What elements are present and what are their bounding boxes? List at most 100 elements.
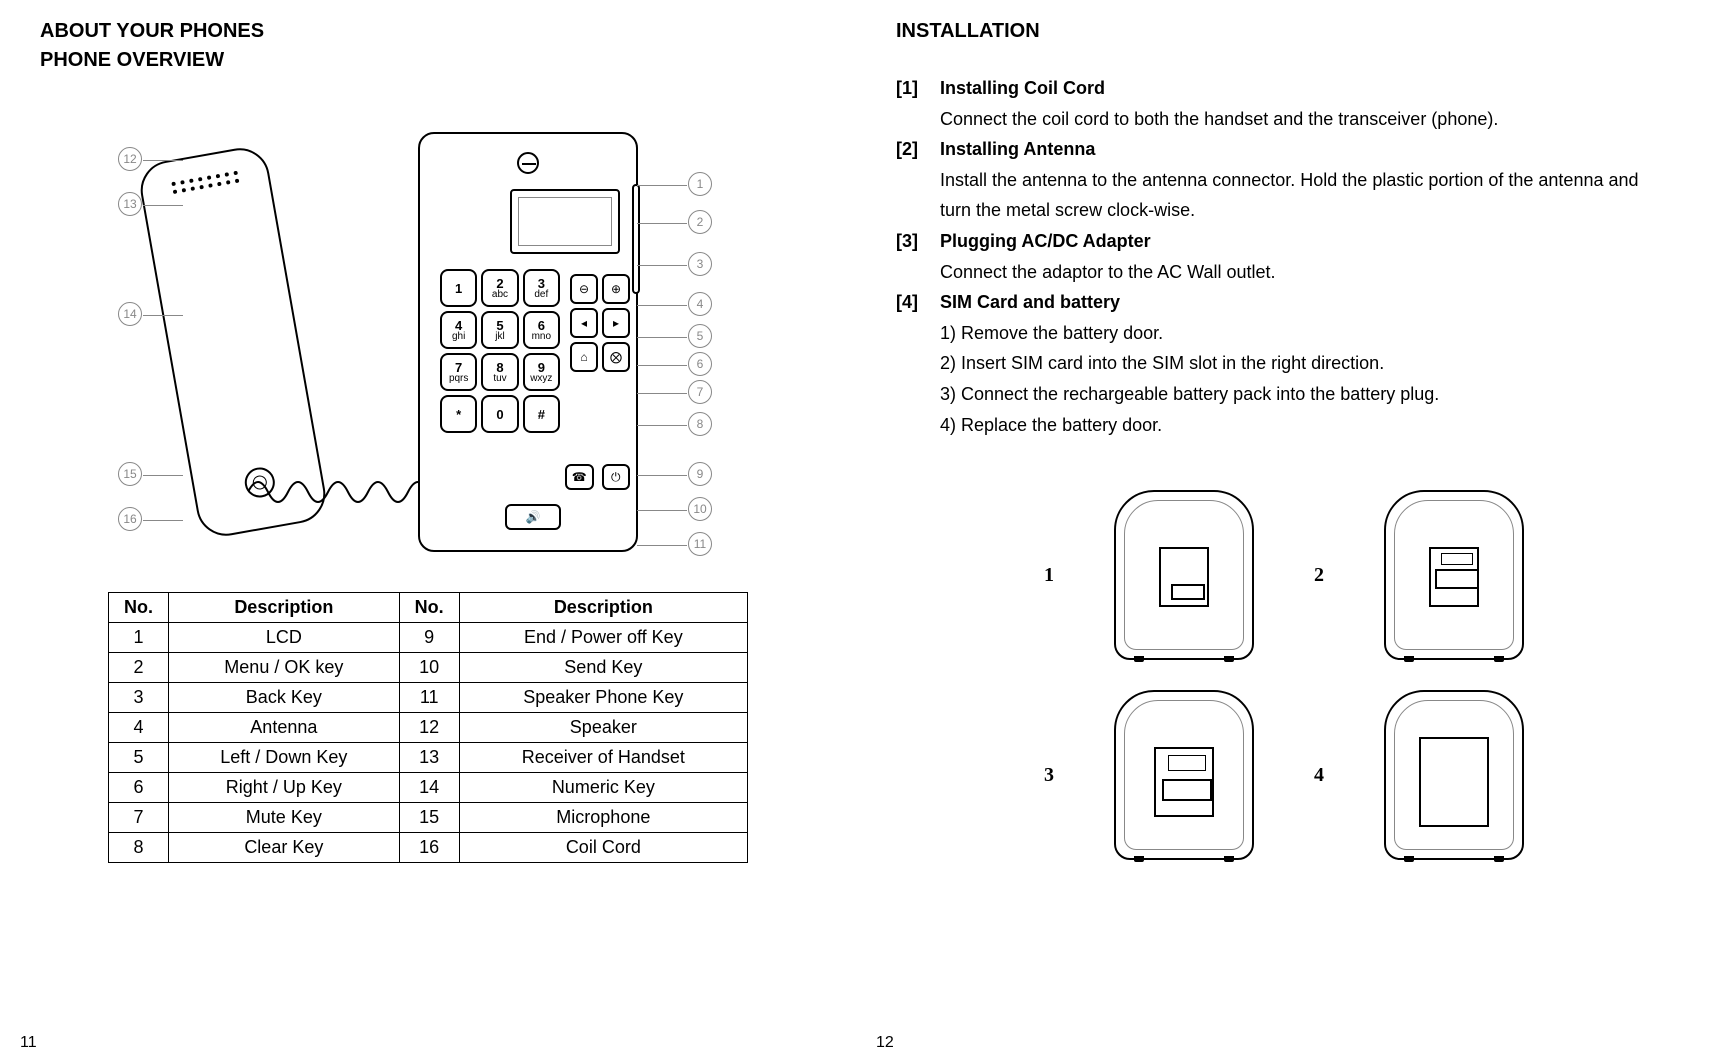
coil-cord-illustration bbox=[248, 472, 428, 512]
slot-icon bbox=[1154, 747, 1214, 817]
slot-icon bbox=[1429, 547, 1479, 607]
nav-key: ⊖ bbox=[570, 274, 598, 304]
callout-4: 4 bbox=[688, 292, 712, 316]
step-number: [3] bbox=[896, 226, 928, 287]
heading-installation: INSTALLATION bbox=[896, 20, 1672, 43]
step-text: Connect the coil cord to both the handse… bbox=[940, 104, 1672, 135]
table-header: Description bbox=[169, 593, 400, 623]
table-cell: Mute Key bbox=[169, 803, 400, 833]
key-#: # bbox=[523, 395, 560, 433]
step-number: [4] bbox=[896, 287, 928, 440]
step-text: Install the antenna to the antenna conne… bbox=[940, 165, 1672, 226]
table-row: 4Antenna12Speaker bbox=[109, 713, 748, 743]
step-text: 4) Replace the battery door. bbox=[940, 410, 1672, 441]
step-title: SIM Card and battery bbox=[940, 287, 1672, 318]
call-key: ☎ bbox=[565, 464, 594, 490]
step-body: Installing AntennaInstall the antenna to… bbox=[940, 134, 1672, 226]
back-illustration-1 bbox=[1114, 490, 1254, 660]
page-number-right: 12 bbox=[876, 1034, 894, 1052]
callout-2: 2 bbox=[688, 210, 712, 234]
step-title: Installing Coil Cord bbox=[940, 73, 1672, 104]
table-cell: Menu / OK key bbox=[169, 653, 400, 683]
slot-icon bbox=[1159, 547, 1209, 607]
key-8: 8tuv bbox=[481, 353, 518, 391]
speaker-grid bbox=[171, 170, 242, 196]
table-cell: Clear Key bbox=[169, 833, 400, 863]
nav-key: ⨂ bbox=[602, 342, 630, 372]
step: [1] Installing Coil CordConnect the coil … bbox=[896, 73, 1672, 134]
installation-steps: [1] Installing Coil CordConnect the coil … bbox=[896, 73, 1672, 440]
key-6: 6mno bbox=[523, 311, 560, 349]
key-7: 7pqrs bbox=[440, 353, 477, 391]
table-cell: Antenna bbox=[169, 713, 400, 743]
table-cell: Speaker Phone Key bbox=[459, 683, 747, 713]
table-cell: 11 bbox=[399, 683, 459, 713]
lcd-illustration bbox=[510, 189, 620, 254]
callout-15: 15 bbox=[118, 462, 142, 486]
table-row: 8Clear Key16Coil Cord bbox=[109, 833, 748, 863]
step-body: Installing Coil CordConnect the coil cor… bbox=[940, 73, 1672, 134]
table-cell: 16 bbox=[399, 833, 459, 863]
heading-about: ABOUT YOUR PHONES bbox=[40, 20, 816, 43]
callout-5: 5 bbox=[688, 324, 712, 348]
table-cell: End / Power off Key bbox=[459, 623, 747, 653]
phone-diagram: 12abc3def4ghi5jkl6mno7pqrs8tuv9wxyz*0# ⊖… bbox=[108, 92, 748, 582]
step: [3] Plugging AC/DC AdapterConnect the ada… bbox=[896, 226, 1672, 287]
callout-13: 13 bbox=[118, 192, 142, 216]
table-cell: 14 bbox=[399, 773, 459, 803]
parts-table: No.DescriptionNo.Description 1LCD9End / … bbox=[108, 592, 748, 863]
key-1: 1 bbox=[440, 269, 477, 307]
step-text: Connect the adaptor to the AC Wall outle… bbox=[940, 257, 1672, 288]
table-cell: LCD bbox=[169, 623, 400, 653]
back-illustration-4 bbox=[1384, 690, 1524, 860]
base-illustration: 12abc3def4ghi5jkl6mno7pqrs8tuv9wxyz*0# ⊖… bbox=[418, 132, 638, 552]
callout-10: 10 bbox=[688, 497, 712, 521]
key-*: * bbox=[440, 395, 477, 433]
table-cell: 1 bbox=[109, 623, 169, 653]
table-cell: Coil Cord bbox=[459, 833, 747, 863]
table-header: No. bbox=[399, 593, 459, 623]
step-body: Plugging AC/DC AdapterConnect the adapto… bbox=[940, 226, 1672, 287]
back-illustration-3 bbox=[1114, 690, 1254, 860]
back-label: 4 bbox=[1314, 764, 1324, 787]
nav-key: ◂ bbox=[570, 308, 598, 338]
table-cell: Receiver of Handset bbox=[459, 743, 747, 773]
key-3: 3def bbox=[523, 269, 560, 307]
back-label: 2 bbox=[1314, 564, 1324, 587]
table-cell: Microphone bbox=[459, 803, 747, 833]
table-row: 5Left / Down Key13Receiver of Handset bbox=[109, 743, 748, 773]
back-label: 1 bbox=[1044, 564, 1054, 587]
table-header: No. bbox=[109, 593, 169, 623]
table-cell: 6 bbox=[109, 773, 169, 803]
table-cell: 8 bbox=[109, 833, 169, 863]
callout-7: 7 bbox=[688, 380, 712, 404]
step-number: [1] bbox=[896, 73, 928, 134]
table-cell: 15 bbox=[399, 803, 459, 833]
table-cell: 3 bbox=[109, 683, 169, 713]
table-cell: 2 bbox=[109, 653, 169, 683]
nav-key: ▸ bbox=[602, 308, 630, 338]
step-text: 3) Connect the rechargeable battery pack… bbox=[940, 379, 1672, 410]
key-0: 0 bbox=[481, 395, 518, 433]
page-number-left: 11 bbox=[20, 1034, 37, 1052]
feet-icon bbox=[1404, 656, 1504, 662]
step-text: 1) Remove the battery door. bbox=[940, 318, 1672, 349]
keypad-illustration: 12abc3def4ghi5jkl6mno7pqrs8tuv9wxyz*0# bbox=[440, 269, 560, 433]
callout-9: 9 bbox=[688, 462, 712, 486]
step: [4] SIM Card and battery1) Remove the bat… bbox=[896, 287, 1672, 440]
callout-6: 6 bbox=[688, 352, 712, 376]
table-cell: 10 bbox=[399, 653, 459, 683]
table-cell: Left / Down Key bbox=[169, 743, 400, 773]
key-5: 5jkl bbox=[481, 311, 518, 349]
nav-key: ⊕ bbox=[602, 274, 630, 304]
step-number: [2] bbox=[896, 134, 928, 226]
key-4: 4ghi bbox=[440, 311, 477, 349]
step-title: Installing Antenna bbox=[940, 134, 1672, 165]
antenna-illustration bbox=[632, 184, 640, 294]
table-cell: 5 bbox=[109, 743, 169, 773]
back-illustrations: 1234 bbox=[1044, 490, 1524, 860]
table-cell: Numeric Key bbox=[459, 773, 747, 803]
slot-icon bbox=[1419, 737, 1489, 827]
callout-1: 1 bbox=[688, 172, 712, 196]
table-row: 3Back Key11Speaker Phone Key bbox=[109, 683, 748, 713]
